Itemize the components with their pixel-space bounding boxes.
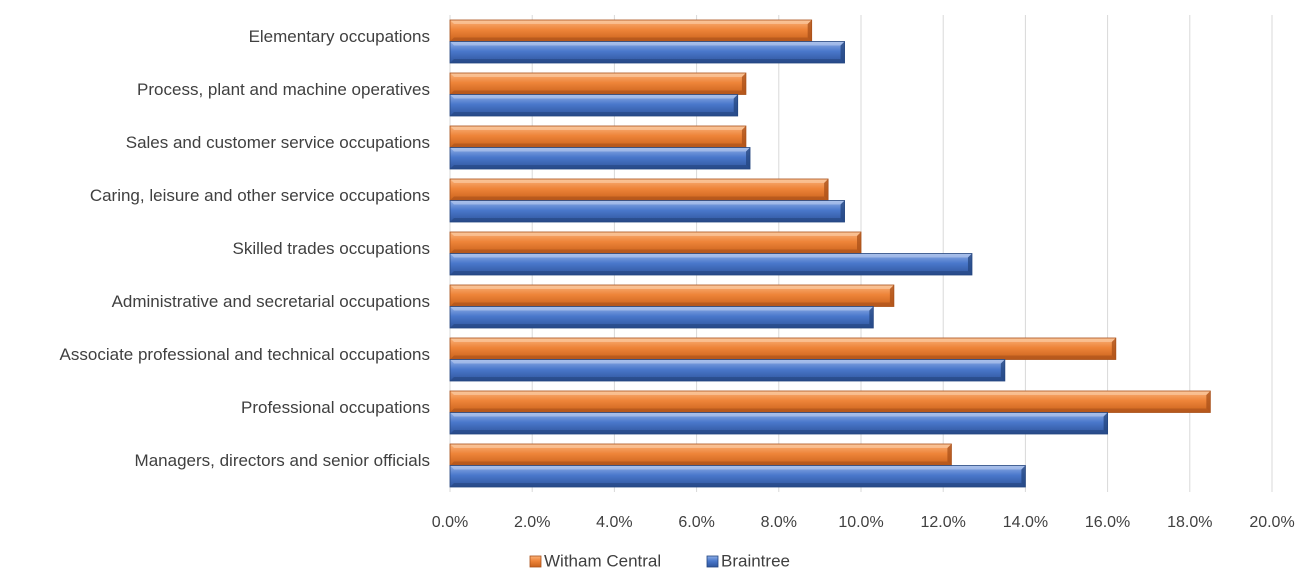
bar-braintree-1 (449, 94, 739, 117)
bar-braintree-3 (449, 200, 845, 223)
category-labels: Elementary occupations Process, plant and… (60, 27, 430, 470)
category-label-5: Administrative and secretarial occupatio… (112, 292, 430, 311)
category-label-3: Caring, leisure and other service occupa… (90, 186, 430, 205)
bar-braintree-7 (449, 412, 1108, 435)
bar-braintree-0 (449, 41, 845, 64)
category-label-4: Skilled trades occupations (232, 239, 430, 258)
legend-label-braintree: Braintree (721, 551, 790, 570)
bar-witham-central-0 (449, 19, 813, 42)
x-tick-label-9: 18.0% (1167, 514, 1212, 531)
category-label-8: Managers, directors and senior officials (135, 451, 430, 470)
bars (449, 19, 1211, 488)
x-tick-label-4: 8.0% (761, 514, 797, 531)
bar-witham-central-8 (449, 443, 952, 466)
category-label-7: Professional occupations (241, 398, 430, 417)
category-label-1: Process, plant and machine operatives (137, 80, 430, 99)
legend-swatch-witham-central (529, 555, 542, 568)
bar-braintree-5 (449, 306, 874, 329)
category-label-0: Elementary occupations (249, 27, 430, 46)
legend-item-braintree: Braintree (706, 551, 790, 570)
x-tick-label-0: 0.0% (432, 514, 468, 531)
legend: Witham Central Braintree (529, 551, 790, 570)
bar-braintree-8 (449, 465, 1026, 488)
legend-swatch-braintree (706, 555, 719, 568)
bar-witham-central-2 (449, 125, 747, 148)
x-tick-label-2: 4.0% (596, 514, 632, 531)
bar-witham-central-1 (449, 72, 747, 95)
bar-braintree-4 (449, 253, 973, 276)
bar-witham-central-4 (449, 231, 862, 254)
x-tick-label-10: 20.0% (1249, 514, 1294, 531)
bar-witham-central-7 (449, 390, 1211, 413)
category-label-6: Associate professional and technical occ… (60, 345, 430, 364)
legend-label-witham-central: Witham Central (544, 551, 661, 570)
x-tick-label-3: 6.0% (678, 514, 714, 531)
bar-braintree-6 (449, 359, 1006, 382)
bar-witham-central-5 (449, 284, 895, 307)
bar-witham-central-3 (449, 178, 829, 201)
x-tick-label-8: 16.0% (1085, 514, 1130, 531)
legend-item-witham-central: Witham Central (529, 551, 661, 570)
x-tick-label-6: 12.0% (921, 514, 966, 531)
bar-braintree-2 (449, 147, 751, 170)
bar-witham-central-6 (449, 337, 1117, 360)
x-axis-tick-labels: 0.0% 2.0% 4.0% 6.0% 8.0% 10.0% 12.0% 14.0% 16.0%… (432, 514, 1295, 531)
x-tick-label-1: 2.0% (514, 514, 550, 531)
x-tick-label-5: 10.0% (838, 514, 883, 531)
category-label-2: Sales and customer service occupations (126, 133, 430, 152)
x-tick-label-7: 14.0% (1003, 514, 1048, 531)
